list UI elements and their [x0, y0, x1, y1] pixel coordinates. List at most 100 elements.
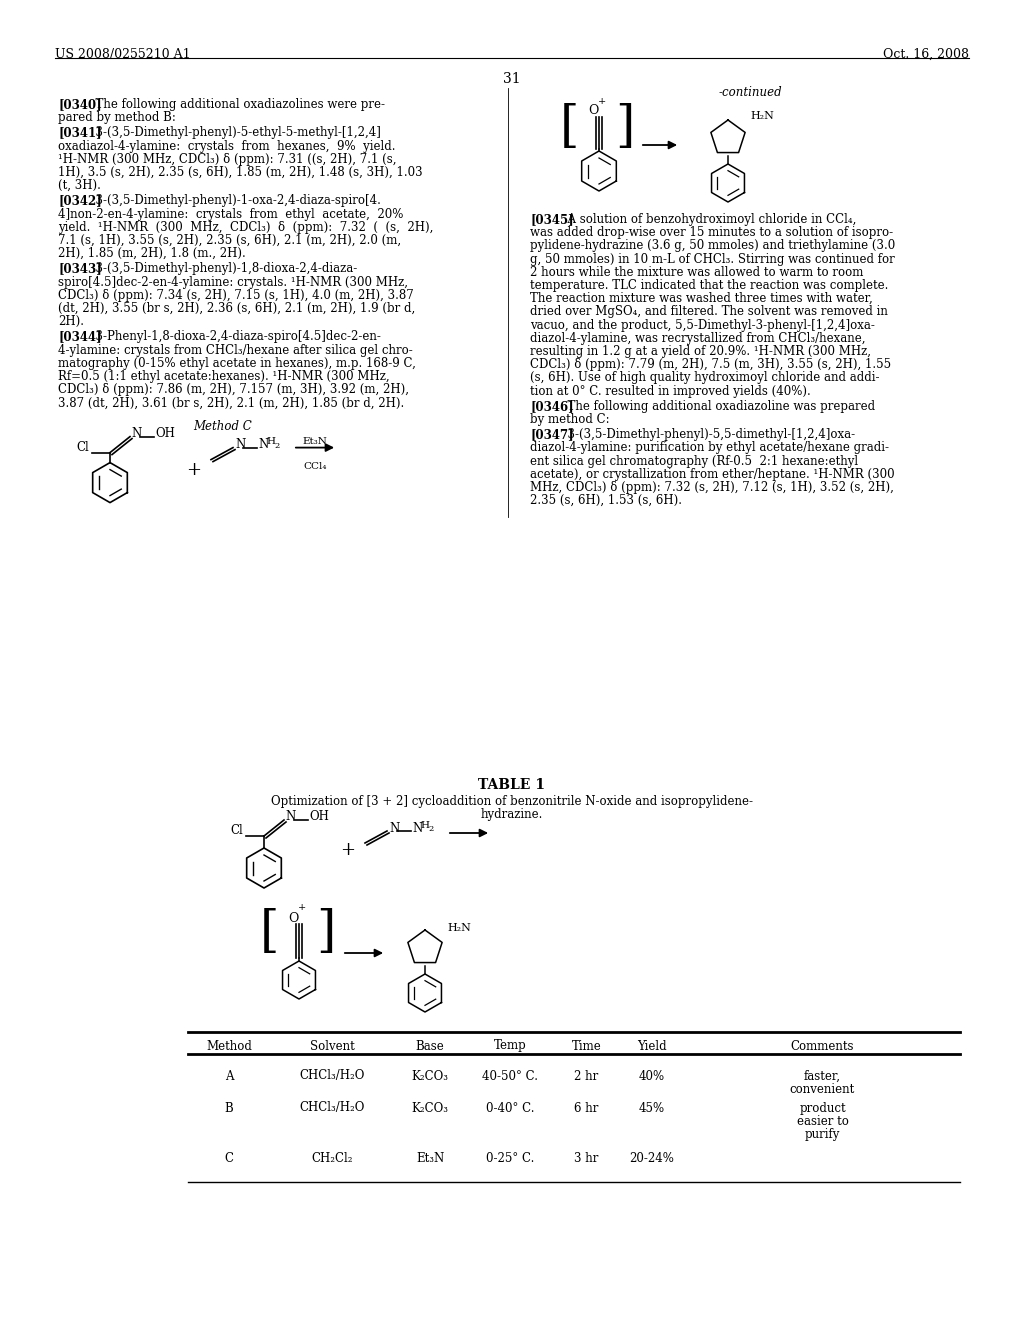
- Text: ¹H-NMR (300 MHz, CDCl₃) δ (ppm): 7.31 ((s, 2H), 7.1 (s,: ¹H-NMR (300 MHz, CDCl₃) δ (ppm): 7.31 ((…: [58, 153, 396, 166]
- Text: 2 hours while the mixture was allowed to warm to room: 2 hours while the mixture was allowed to…: [530, 265, 863, 279]
- Text: spiro[4.5]dec-2-en-4-ylamine: crystals. ¹H-NMR (300 MHz,: spiro[4.5]dec-2-en-4-ylamine: crystals. …: [58, 276, 408, 289]
- Text: N: N: [389, 821, 399, 834]
- Text: -continued: -continued: [718, 86, 781, 99]
- Text: 6 hr: 6 hr: [574, 1101, 599, 1114]
- Text: resulting in 1.2 g at a yield of 20.9%. ¹H-NMR (300 MHz,: resulting in 1.2 g at a yield of 20.9%. …: [530, 345, 871, 358]
- Text: The following additional oxadiazolines were pre-: The following additional oxadiazolines w…: [88, 98, 385, 111]
- Text: [: [: [260, 908, 280, 957]
- Text: 40%: 40%: [638, 1069, 665, 1082]
- Text: [0340]: [0340]: [58, 98, 101, 111]
- Text: CHCl₃/H₂O: CHCl₃/H₂O: [300, 1101, 366, 1114]
- Text: The following additional oxadiazoline was prepared: The following additional oxadiazoline wa…: [560, 400, 876, 413]
- Text: H: H: [420, 821, 429, 829]
- Text: hydrazine.: hydrazine.: [481, 808, 543, 821]
- Text: Comments: Comments: [791, 1040, 854, 1052]
- Text: yield.  ¹H-NMR  (300  MHz,  CDCl₃)  δ  (ppm):  7.32  (  (s,  2H),: yield. ¹H-NMR (300 MHz, CDCl₃) δ (ppm): …: [58, 220, 433, 234]
- Text: A: A: [224, 1069, 233, 1082]
- Text: CDCl₃) δ (ppm): 7.34 (s, 2H), 7.15 (s, 1H), 4.0 (m, 2H), 3.87: CDCl₃) δ (ppm): 7.34 (s, 2H), 7.15 (s, 1…: [58, 289, 414, 302]
- Text: tion at 0° C. resulted in improved yields (40%).: tion at 0° C. resulted in improved yield…: [530, 384, 811, 397]
- Text: Base: Base: [416, 1040, 444, 1052]
- Text: purify: purify: [805, 1129, 840, 1140]
- Text: OH: OH: [309, 810, 329, 824]
- Text: 2.35 (s, 6H), 1.53 (s, 6H).: 2.35 (s, 6H), 1.53 (s, 6H).: [530, 494, 682, 507]
- Text: H₂N: H₂N: [750, 111, 774, 121]
- Text: N: N: [285, 810, 295, 824]
- Text: +: +: [186, 461, 202, 479]
- Text: K₂CO₃: K₂CO₃: [412, 1101, 449, 1114]
- Text: Method C: Method C: [194, 420, 252, 433]
- Text: (dt, 2H), 3.55 (br s, 2H), 2.36 (s, 6H), 2.1 (m, 2H), 1.9 (br d,: (dt, 2H), 3.55 (br s, 2H), 2.36 (s, 6H),…: [58, 302, 416, 315]
- Text: 31: 31: [503, 73, 521, 86]
- Text: H: H: [266, 437, 275, 446]
- Text: 7.1 (s, 1H), 3.55 (s, 2H), 2.35 (s, 6H), 2.1 (m, 2H), 2.0 (m,: 7.1 (s, 1H), 3.55 (s, 2H), 2.35 (s, 6H),…: [58, 234, 401, 247]
- Text: 45%: 45%: [638, 1101, 665, 1114]
- Text: +: +: [298, 903, 306, 912]
- Text: [0345]: [0345]: [530, 213, 573, 226]
- Text: convenient: convenient: [790, 1082, 855, 1096]
- Text: TABLE 1: TABLE 1: [478, 777, 546, 792]
- Text: O: O: [588, 104, 598, 117]
- Text: was added drop-wise over 15 minutes to a solution of isopro-: was added drop-wise over 15 minutes to a…: [530, 226, 893, 239]
- Text: The reaction mixture was washed three times with water,: The reaction mixture was washed three ti…: [530, 292, 872, 305]
- Text: diazol-4-ylamine: purification by ethyl acetate/hexane gradi-: diazol-4-ylamine: purification by ethyl …: [530, 441, 889, 454]
- Text: oxadiazol-4-ylamine:  crystals  from  hexanes,  9%  yield.: oxadiazol-4-ylamine: crystals from hexan…: [58, 140, 395, 153]
- Text: CDCl₃) δ (ppm): 7.86 (m, 2H), 7.157 (m, 3H), 3.92 (m, 2H),: CDCl₃) δ (ppm): 7.86 (m, 2H), 7.157 (m, …: [58, 383, 409, 396]
- Text: A solution of benzohydroximoyl chloride in CCl₄,: A solution of benzohydroximoyl chloride …: [560, 213, 857, 226]
- Text: 1H), 3.5 (s, 2H), 2.35 (s, 6H), 1.85 (m, 2H), 1.48 (s, 3H), 1.03: 1H), 3.5 (s, 2H), 2.35 (s, 6H), 1.85 (m,…: [58, 166, 423, 180]
- Text: O: O: [288, 912, 298, 924]
- Text: Cl: Cl: [76, 441, 89, 454]
- Text: faster,: faster,: [804, 1071, 841, 1082]
- Text: product: product: [799, 1102, 846, 1115]
- Text: diazol-4-ylamine, was recrystallized from CHCl₃/hexane,: diazol-4-ylamine, was recrystallized fro…: [530, 331, 865, 345]
- Text: N: N: [234, 438, 246, 451]
- Text: [0343]: [0343]: [58, 263, 101, 276]
- Text: 0-40° C.: 0-40° C.: [485, 1101, 535, 1114]
- Text: ]: ]: [316, 908, 336, 957]
- Text: N: N: [258, 438, 268, 451]
- Text: H₂N: H₂N: [447, 923, 471, 933]
- Text: 4-ylamine: crystals from CHCl₃/hexane after silica gel chro-: 4-ylamine: crystals from CHCl₃/hexane af…: [58, 343, 413, 356]
- Text: (t, 3H).: (t, 3H).: [58, 180, 101, 193]
- Text: acetate), or crystallization from ether/heptane. ¹H-NMR (300: acetate), or crystallization from ether/…: [530, 467, 895, 480]
- Text: dried over MgSO₄, and filtered. The solvent was removed in: dried over MgSO₄, and filtered. The solv…: [530, 305, 888, 318]
- Text: 2: 2: [274, 442, 280, 450]
- Text: 2: 2: [428, 825, 433, 833]
- Text: C: C: [224, 1151, 233, 1164]
- Text: N: N: [131, 428, 141, 440]
- Text: [0347]: [0347]: [530, 428, 573, 441]
- Text: [0344]: [0344]: [58, 330, 101, 343]
- Text: OH: OH: [155, 428, 175, 440]
- Text: vacuo, and the product, 5,5-Dimethyl-3-phenyl-[1,2,4]oxa-: vacuo, and the product, 5,5-Dimethyl-3-p…: [530, 318, 874, 331]
- Text: 4]non-2-en-4-ylamine:  crystals  from  ethyl  acetate,  20%: 4]non-2-en-4-ylamine: crystals from ethy…: [58, 207, 403, 220]
- Text: 3-(3,5-Dimethyl-phenyl)-5-ethyl-5-methyl-[1,2,4]: 3-(3,5-Dimethyl-phenyl)-5-ethyl-5-methyl…: [88, 127, 381, 140]
- Text: N: N: [412, 821, 422, 834]
- Text: Rf=0.5 (1:1 ethyl acetate:hexanes). ¹H-NMR (300 MHz,: Rf=0.5 (1:1 ethyl acetate:hexanes). ¹H-N…: [58, 370, 389, 383]
- Text: [0346]: [0346]: [530, 400, 573, 413]
- Text: CH₂Cl₂: CH₂Cl₂: [311, 1151, 353, 1164]
- Text: Method: Method: [206, 1040, 252, 1052]
- Text: +: +: [598, 98, 606, 107]
- Text: K₂CO₃: K₂CO₃: [412, 1069, 449, 1082]
- Text: [0341]: [0341]: [58, 127, 101, 140]
- Text: g, 50 mmoles) in 10 m-L of CHCl₃. Stirring was continued for: g, 50 mmoles) in 10 m-L of CHCl₃. Stirri…: [530, 252, 895, 265]
- Text: US 2008/0255210 A1: US 2008/0255210 A1: [55, 48, 190, 61]
- Text: 3.87 (dt, 2H), 3.61 (br s, 2H), 2.1 (m, 2H), 1.85 (br d, 2H).: 3.87 (dt, 2H), 3.61 (br s, 2H), 2.1 (m, …: [58, 396, 404, 409]
- Text: 3-Phenyl-1,8-dioxa-2,4-diaza-spiro[4.5]dec-2-en-: 3-Phenyl-1,8-dioxa-2,4-diaza-spiro[4.5]d…: [88, 330, 381, 343]
- Text: Et₃N: Et₃N: [302, 437, 328, 446]
- Text: 3-(3,5-Dimethyl-phenyl)-1-oxa-2,4-diaza-spiro[4.: 3-(3,5-Dimethyl-phenyl)-1-oxa-2,4-diaza-…: [88, 194, 381, 207]
- Text: pared by method B:: pared by method B:: [58, 111, 176, 124]
- Text: Oct. 16, 2008: Oct. 16, 2008: [883, 48, 969, 61]
- Text: CHCl₃/H₂O: CHCl₃/H₂O: [300, 1069, 366, 1082]
- Text: Solvent: Solvent: [310, 1040, 355, 1052]
- Text: temperature. TLC indicated that the reaction was complete.: temperature. TLC indicated that the reac…: [530, 279, 889, 292]
- Text: +: +: [341, 841, 355, 859]
- Text: 3-(3,5-Dimethyl-phenyl)-5,5-dimethyl-[1,2,4]oxa-: 3-(3,5-Dimethyl-phenyl)-5,5-dimethyl-[1,…: [560, 428, 855, 441]
- Text: 2H), 1.85 (m, 2H), 1.8 (m., 2H).: 2H), 1.85 (m, 2H), 1.8 (m., 2H).: [58, 247, 246, 260]
- Text: 2 hr: 2 hr: [574, 1069, 599, 1082]
- Text: [0342]: [0342]: [58, 194, 101, 207]
- Text: Yield: Yield: [637, 1040, 667, 1052]
- Text: CDCl₃) δ (ppm): 7.79 (m, 2H), 7.5 (m, 3H), 3.55 (s, 2H), 1.55: CDCl₃) δ (ppm): 7.79 (m, 2H), 7.5 (m, 3H…: [530, 358, 891, 371]
- Text: easier to: easier to: [797, 1115, 849, 1129]
- Text: 2H).: 2H).: [58, 315, 84, 329]
- Text: (s, 6H). Use of high quality hydroximoyl chloride and addi-: (s, 6H). Use of high quality hydroximoyl…: [530, 371, 880, 384]
